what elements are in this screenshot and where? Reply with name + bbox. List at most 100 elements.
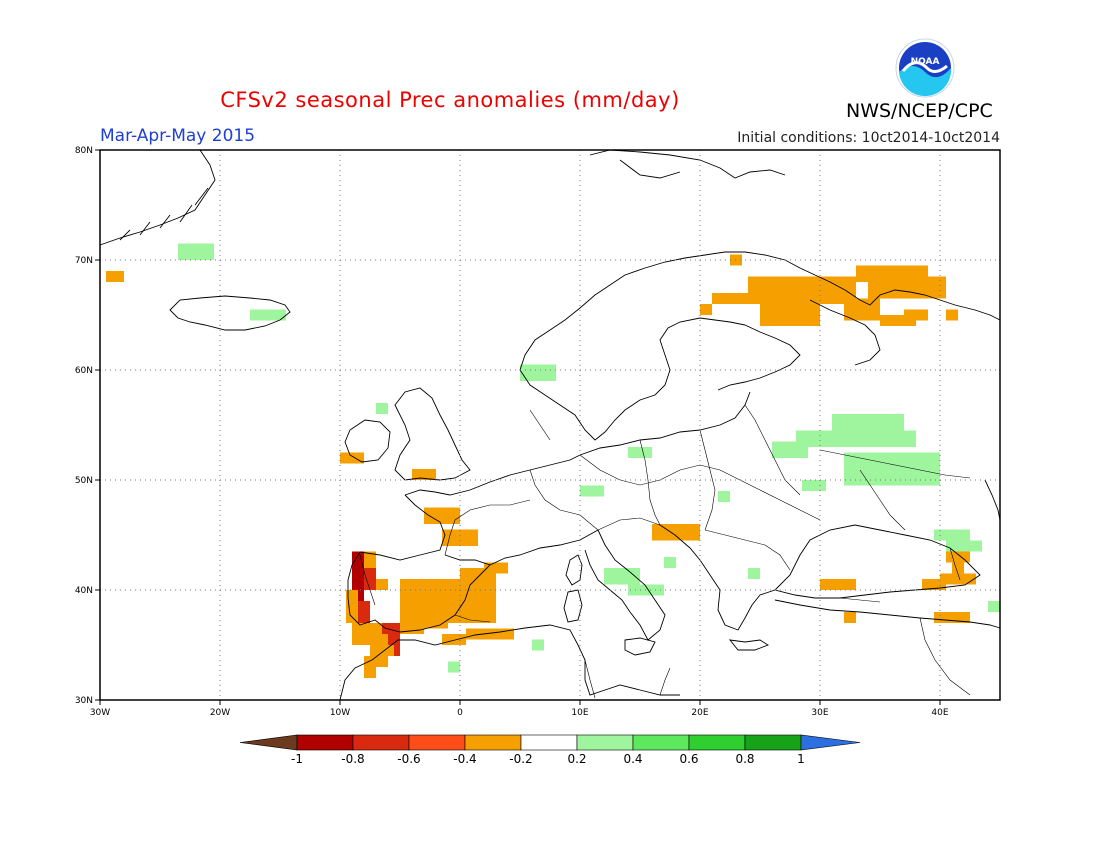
anomaly-cell: [412, 469, 436, 480]
legend-label: 0.2: [567, 752, 586, 766]
anomaly-cell: [382, 623, 406, 634]
anomaly-cell: [352, 623, 388, 645]
coast-finland: [717, 324, 801, 391]
anomaly-cell: [988, 601, 1000, 612]
legend-bin: [632, 734, 690, 751]
anomaly-cell: [532, 639, 544, 651]
legend-label: -0.4: [453, 752, 476, 766]
coast-scandinavia-north: [519, 251, 1001, 371]
anomaly-cell: [376, 579, 388, 590]
forecast-period: Mar-Apr-May 2015: [100, 126, 256, 146]
anomaly-cell: [364, 551, 376, 568]
anomaly-cell: [400, 623, 424, 634]
coast-sicily: [624, 637, 656, 656]
graticule: [100, 150, 1000, 700]
anomaly-cell: [772, 441, 808, 458]
anomaly-cell: [844, 612, 856, 623]
coast-north-sea: [404, 454, 581, 496]
legend-bin: [464, 734, 522, 751]
coast-ireland: [344, 419, 391, 463]
anomaly-cell: [364, 667, 376, 678]
anomaly-cell: [352, 551, 364, 601]
organization-label: NWS/NCEP/CPC: [846, 100, 993, 122]
legend-label: -0.8: [341, 752, 364, 766]
anomaly-cell: [760, 304, 820, 326]
coast-gulf-lion: [489, 529, 599, 566]
anomaly-cell: [946, 540, 982, 552]
legend-label: 0.4: [623, 752, 642, 766]
legend-arrow-low: [239, 734, 298, 751]
anomaly-cell: [844, 298, 880, 321]
map-title: CFSv2 seasonal Prec anomalies (mm/day): [220, 88, 680, 112]
anomaly-cell: [250, 309, 286, 321]
anomaly-cell: [520, 364, 556, 381]
anomaly-cell: [712, 293, 748, 304]
coast-crete: [728, 639, 770, 651]
coast-sardinia: [563, 589, 583, 623]
legend-bin: [688, 734, 746, 751]
anomaly-cell: [946, 309, 958, 321]
longitude-label: 20E: [691, 708, 708, 718]
longitude-label: 30W: [90, 708, 110, 718]
coastlines: [99, 149, 1001, 701]
anomaly-cell: [364, 656, 388, 667]
anomaly-cell: [628, 447, 652, 458]
anomaly-cell: [652, 524, 700, 541]
coast-svalbard: [589, 149, 786, 179]
longitude-label: 10E: [571, 708, 588, 718]
legend-arrow-high: [800, 734, 861, 751]
anomaly-cell: [934, 612, 970, 623]
latitude-label: 30N: [75, 696, 93, 706]
longitude-label: 10W: [330, 708, 350, 718]
anomaly-cell: [934, 529, 970, 541]
coast-black-sea: [774, 524, 981, 599]
anomaly-cell: [796, 430, 916, 447]
longitude-label: 30E: [811, 708, 828, 718]
anomaly-cells: [106, 243, 1000, 678]
anomaly-cell: [604, 568, 640, 585]
anomaly-cell: [922, 579, 946, 590]
anomaly-cell: [340, 452, 364, 464]
anomaly-cell: [952, 562, 964, 574]
legend-bin: [520, 734, 578, 751]
noaa-logo: NOAA: [895, 38, 955, 98]
anomaly-cell: [580, 485, 604, 497]
legend-bin: [408, 734, 466, 751]
anomaly-cell: [718, 491, 730, 502]
anomaly-cell: [106, 271, 124, 282]
anomaly-cell: [946, 551, 970, 563]
noaa-logo-text: NOAA: [911, 57, 940, 67]
anomaly-cell: [820, 579, 856, 590]
anomaly-cell: [700, 304, 712, 315]
anomaly-cell: [364, 568, 376, 590]
longitude-label: 0: [457, 708, 463, 718]
anomaly-cell: [748, 568, 760, 579]
coast-great-britain: [394, 387, 471, 481]
coast-biscay: [359, 494, 446, 561]
coast-north-africa: [339, 624, 680, 701]
anomaly-cell: [856, 265, 928, 282]
legend-label: 0.8: [735, 752, 754, 766]
latitude-label: 70N: [75, 256, 93, 266]
anomaly-cell: [424, 507, 460, 524]
anomaly-cell: [844, 452, 940, 469]
legend-label: -0.2: [509, 752, 532, 766]
legend-label: -1: [291, 752, 303, 766]
axis-ticks: 30N 40N 50N 60N 70N 80N 30W 20W 10W 0 10E 20E 30E 40E: [75, 146, 949, 718]
latitude-label: 50N: [75, 476, 93, 486]
latitude-label: 80N: [75, 146, 93, 156]
coast-iceland: [169, 295, 291, 331]
legend-bin: [296, 734, 354, 751]
anomaly-cell: [370, 645, 394, 656]
anomaly-cell: [358, 601, 370, 623]
legend-label: 1: [797, 752, 805, 766]
coast-baltic: [579, 391, 751, 456]
coast-sweden: [519, 317, 746, 441]
coast-balkans: [659, 524, 776, 631]
anomaly-cell: [844, 469, 940, 486]
color-legend: -1 -0.8 -0.6 -0.4 -0.2 0.2 0.4 0.6 0.8 1: [239, 734, 861, 766]
legend-label: 0.6: [679, 752, 698, 766]
anomaly-cell: [664, 557, 676, 568]
legend-bin: [576, 734, 634, 751]
legend-label: -0.6: [397, 752, 420, 766]
